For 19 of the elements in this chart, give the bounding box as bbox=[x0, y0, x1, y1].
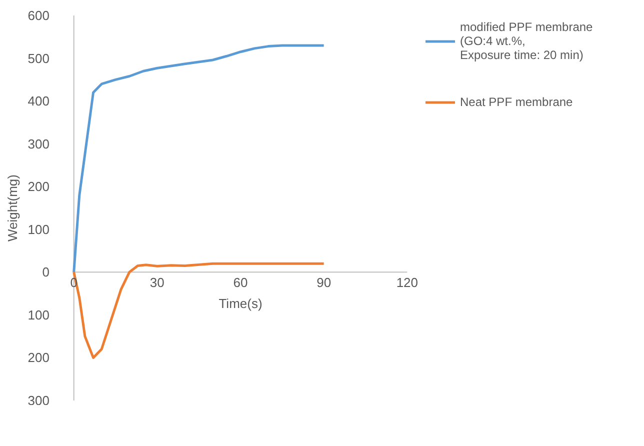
x-axis-title: Time(s) bbox=[218, 296, 262, 312]
y-tick-label: 100 bbox=[28, 307, 50, 322]
y-tick-label: 500 bbox=[28, 50, 50, 66]
y-tick-label: 400 bbox=[28, 94, 50, 109]
y-tick-label: 0 bbox=[42, 264, 50, 280]
legend-label: modified PPF membrane (GO:4 wt.%, Exposure time: 20 min) bbox=[460, 20, 593, 62]
y-axis-title: Weight(mg) bbox=[4, 174, 20, 242]
line-series bbox=[72, 44, 326, 274]
y-tick-label: 200 bbox=[28, 350, 50, 366]
x-tick-label: 90 bbox=[316, 275, 332, 290]
x-tick-label: 30 bbox=[150, 275, 164, 290]
x-tick-label: 120 bbox=[396, 275, 418, 290]
y-tick-label: 300 bbox=[28, 136, 50, 152]
y-tick-label: 100 bbox=[28, 222, 50, 237]
y-tick-label: 200 bbox=[28, 179, 50, 194]
y-tick-label: 300 bbox=[28, 393, 50, 408]
legend-label: Neat PPF membrane bbox=[460, 95, 573, 109]
y-tick-label: 600 bbox=[28, 8, 50, 23]
x-tick-label: 60 bbox=[233, 275, 248, 290]
